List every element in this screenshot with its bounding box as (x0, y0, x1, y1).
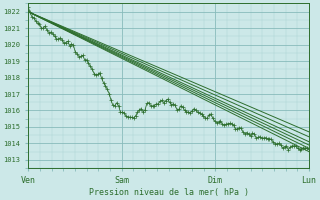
X-axis label: Pression niveau de la mer( hPa ): Pression niveau de la mer( hPa ) (89, 188, 249, 197)
